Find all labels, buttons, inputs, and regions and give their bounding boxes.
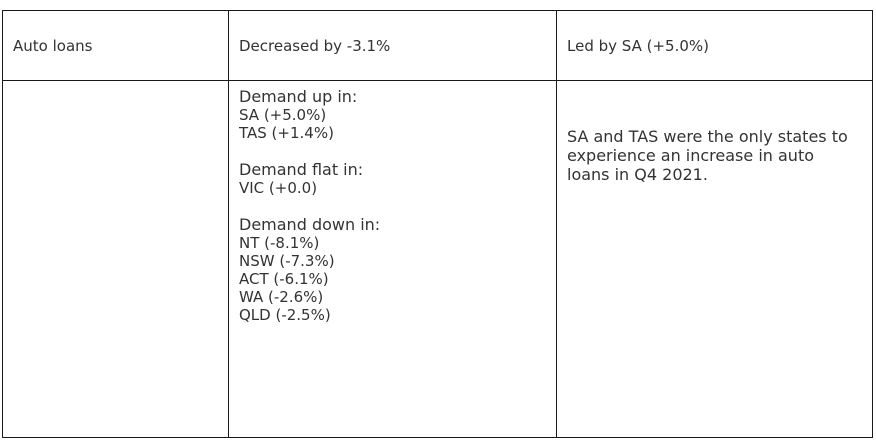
state-item: SA (+5.0%) <box>239 106 327 124</box>
empty-cell <box>2 80 229 438</box>
leader-cell: Led by SA (+5.0%) <box>556 10 873 81</box>
state-item: WA (-2.6%) <box>239 288 324 306</box>
summary-cell: SA and TAS were the only states to exper… <box>556 80 873 438</box>
table-row-summary: Auto loans Decreased by -3.1% Led by SA … <box>2 10 873 81</box>
table-row-detail: Demand up in: SA (+5.0%) TAS (+1.4%) Dem… <box>2 80 873 438</box>
category-cell: Auto loans <box>2 10 229 81</box>
state-breakdown-cell: Demand up in: SA (+5.0%) TAS (+1.4%) Dem… <box>228 80 557 438</box>
demand-flat-heading: Demand flat in: <box>239 160 364 179</box>
state-item: VIC (+0.0) <box>239 179 318 197</box>
state-item: TAS (+1.4%) <box>239 124 334 142</box>
auto-loans-table: Auto loans Decreased by -3.1% Led by SA … <box>2 10 873 438</box>
demand-up-group: Demand up in: SA (+5.0%) TAS (+1.4%) <box>239 87 556 142</box>
state-item: QLD (-2.5%) <box>239 306 331 324</box>
demand-up-heading: Demand up in: <box>239 87 358 106</box>
demand-flat-group: Demand flat in: VIC (+0.0) <box>239 160 556 197</box>
change-cell: Decreased by -3.1% <box>228 10 557 81</box>
state-item: ACT (-6.1%) <box>239 270 329 288</box>
demand-down-heading: Demand down in: <box>239 215 381 234</box>
state-item: NSW (-7.3%) <box>239 252 335 270</box>
demand-down-group: Demand down in: NT (-8.1%) NSW (-7.3%) A… <box>239 215 556 324</box>
state-item: NT (-8.1%) <box>239 234 320 252</box>
